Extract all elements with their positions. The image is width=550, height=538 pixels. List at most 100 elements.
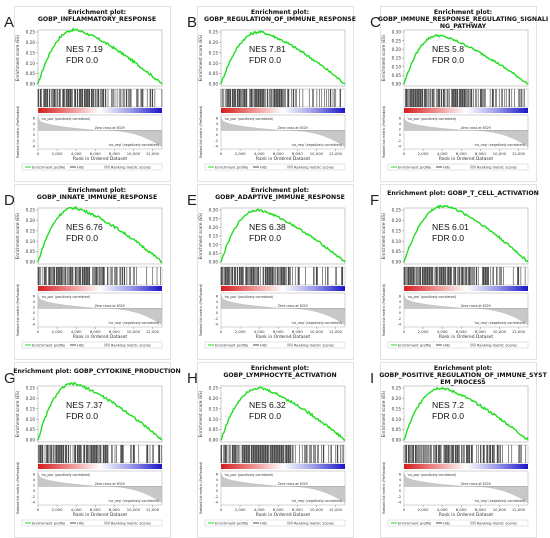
metric-axes: [220, 292, 346, 328]
neg-correlated-label: 'na_neg' (negatively correlated): [108, 321, 159, 325]
es-curve: [220, 208, 346, 263]
ranking-heatbar: [221, 286, 345, 291]
metric-y-axis-label: Ranked list metric (PreRanked): [199, 105, 203, 158]
x-tick-label: 8,000: [292, 151, 303, 156]
zero-cross-label: Zero cross at 6329: [461, 304, 491, 308]
x-tick-label: 8,000: [475, 329, 486, 334]
x-axis-label: Rank in Ordered Dataset: [439, 512, 494, 518]
metric-y-tick-label: -4: [214, 500, 218, 504]
legend-hits: Hits: [77, 521, 84, 525]
x-tick-label: 2,000: [235, 507, 246, 512]
legend-box: [21, 163, 163, 171]
hits-barcode: [403, 88, 529, 108]
es-y-axis-label: Enrichment score (ES): [381, 34, 386, 81]
legend-ranking-metric: Ranking metric scores: [294, 521, 334, 525]
hits-frame: [220, 88, 346, 108]
hits-barcode: [403, 266, 529, 286]
legend-ranking-metric: Ranking metric scores: [477, 343, 517, 347]
es-axes: [37, 207, 163, 265]
x-tick-label: 4,000: [437, 329, 448, 334]
y-tick-label: 0.10: [209, 61, 219, 66]
x-tick-label: 8,000: [475, 151, 486, 156]
x-tick-label: 6,000: [456, 507, 467, 512]
metric-y-axis-label: Ranked list metric (PreRanked): [199, 283, 203, 336]
fdr-value: FDR 0.0: [432, 55, 464, 65]
legend-enrichment-profile: Enrichment profile: [398, 521, 432, 525]
legend-hits: Hits: [443, 165, 450, 169]
plot-title-line: GOBP_REGULATION_OF_IMMUNE_RESPONSE: [204, 16, 356, 23]
y-tick-label: 0.10: [209, 242, 219, 247]
legend-ranking-metric: Ranking metric scores: [294, 343, 334, 347]
legend-metric-swatch: [287, 343, 293, 347]
y-tick-label: 0.15: [392, 406, 402, 411]
zero-cross-label: Zero cross at 6329: [95, 482, 125, 486]
pos-correlated-label: 'na_pos' (positively correlated): [407, 473, 456, 477]
metric-y-tick-label: -4: [397, 144, 401, 148]
metric-y-tick-label: 6: [216, 294, 219, 298]
pos-correlated-label: 'na_pos' (positively correlated): [407, 295, 456, 299]
x-tick-label: 8,000: [292, 507, 303, 512]
legend-hits: Hits: [77, 165, 84, 169]
gsea-panel-c: C Enrichment plot: GOBP_IMMUNE_RESPONSE_RE…: [366, 6, 548, 182]
y-tick-label: 0.15: [392, 56, 402, 61]
y-tick-label: 0.20: [392, 47, 402, 52]
es-y-axis-label: Enrichment score (ES): [15, 212, 20, 259]
gsea-plot-svg: Enrichment plot:GOBP_INFLAMMATORY_RESPON…: [14, 6, 171, 182]
x-tick-label: 10,000: [493, 151, 507, 156]
metric-y-tick-label: -4: [214, 322, 218, 326]
y-tick-label: 0.15: [26, 50, 36, 55]
x-tick-label: 10,000: [310, 329, 324, 334]
x-tick-label: 12,000: [329, 507, 343, 512]
x-tick-label: 12,000: [146, 151, 160, 156]
legend-enrichment-profile: Enrichment profile: [398, 165, 432, 169]
es-axes: [220, 29, 346, 87]
x-tick-label: 12,000: [512, 329, 526, 334]
legend-metric-swatch: [470, 165, 476, 169]
hits-frame: [403, 444, 529, 464]
legend-ranking-metric: Ranking metric scores: [477, 521, 517, 525]
x-tick-label: 0: [37, 151, 40, 156]
y-tick-label: 0.15: [392, 228, 402, 233]
y-tick-label: 0.00: [392, 438, 402, 443]
x-tick-label: 10,000: [493, 507, 507, 512]
y-tick-label: 0.00: [209, 438, 219, 443]
metric-y-tick-label: 0: [33, 311, 36, 315]
metric-y-axis-label: Ranked list metric (PreRanked): [382, 283, 386, 336]
metric-y-tick-label: -2: [214, 139, 218, 143]
hits-barcode: [37, 444, 163, 464]
ranking-heatbar: [38, 286, 162, 291]
neg-correlated-label: 'na_neg' (negatively correlated): [108, 143, 159, 147]
x-axis-label: Rank in Ordered Dataset: [73, 512, 128, 518]
x-tick-label: 4,000: [71, 329, 82, 334]
x-tick-label: 8,000: [109, 507, 120, 512]
es-axes: [403, 207, 529, 265]
legend-box: [204, 163, 346, 171]
x-axis-label: Rank in Ordered Dataset: [73, 334, 128, 340]
legend-box: [21, 519, 163, 527]
x-tick-label: 0: [403, 151, 406, 156]
gsea-plot-svg: Enrichment plot: GOBP_CYTOKINE_PRODUCTIO…: [13, 362, 181, 538]
x-tick-label: 12,000: [512, 507, 526, 512]
nes-value: NES 7.81: [249, 44, 286, 54]
y-tick-label: 0.25: [26, 386, 36, 391]
y-tick-label: 0.25: [209, 30, 219, 35]
neg-correlated-label: 'na_neg' (negatively correlated): [291, 321, 342, 325]
legend-enrichment-profile: Enrichment profile: [32, 165, 66, 169]
nes-value: NES 6.76: [66, 222, 103, 232]
panel-letter: D: [4, 192, 15, 209]
legend-metric-swatch: [104, 521, 110, 525]
y-tick-label: 0.25: [392, 386, 402, 391]
metric-y-axis-label: Ranked list metric (PreRanked): [16, 105, 20, 158]
pos-correlated-label: 'na_pos' (positively correlated): [41, 295, 90, 299]
y-tick-label: 0.00: [26, 260, 36, 265]
legend-box: [387, 163, 529, 171]
es-curve: [37, 205, 163, 264]
y-tick-label: 0.10: [209, 417, 219, 422]
es-axes: [37, 29, 163, 87]
x-tick-label: 8,000: [109, 329, 120, 334]
x-tick-label: 4,000: [254, 329, 265, 334]
gsea-panel-a: A Enrichment plot: GOBP_INFLAMMATORY_RESPO…: [0, 6, 172, 182]
y-tick-label: 0.20: [26, 218, 36, 223]
metric-y-tick-label: 0: [399, 489, 402, 493]
gsea-panel-b: B Enrichment plot: GOBP_REGULATION_OF_IMMU…: [183, 6, 356, 182]
